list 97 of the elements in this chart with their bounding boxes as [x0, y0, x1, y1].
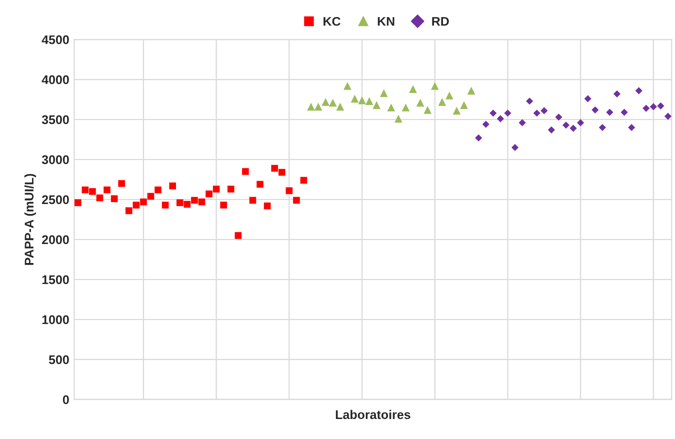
point: [271, 164, 278, 172]
point: [256, 180, 264, 188]
point: [176, 199, 184, 206]
point: [446, 92, 454, 100]
point: [424, 106, 432, 114]
point: [132, 202, 140, 209]
point: [74, 199, 82, 206]
x-axis-title: Laboratoires: [336, 410, 410, 420]
point: [562, 122, 570, 129]
point: [402, 104, 410, 112]
point: [82, 186, 89, 194]
point: [314, 102, 322, 111]
point: [664, 112, 672, 120]
point: [606, 108, 614, 116]
y-tick-label: 3500: [42, 115, 69, 124]
point: [416, 98, 424, 107]
point: [380, 89, 388, 98]
point: [118, 180, 126, 187]
point: [570, 124, 577, 132]
y-tick-label: 2500: [42, 195, 69, 204]
point: [540, 107, 548, 114]
point: [526, 98, 534, 105]
point: [328, 98, 337, 107]
point: [191, 196, 198, 204]
y-tick-label: 2000: [42, 235, 69, 244]
point: [227, 186, 234, 193]
y-tick-label: 4000: [42, 75, 69, 84]
point: [496, 115, 504, 122]
point: [293, 196, 300, 204]
point: [242, 168, 249, 175]
point: [620, 108, 628, 116]
point: [438, 98, 446, 106]
point: [198, 198, 206, 206]
legend-label: KN: [378, 17, 394, 26]
y-tick-label: 3000: [42, 155, 69, 164]
point: [657, 102, 664, 110]
point: [278, 168, 286, 176]
point: [452, 106, 461, 115]
point: [147, 192, 154, 200]
point: [577, 119, 584, 126]
point: [206, 190, 212, 198]
point: [628, 124, 636, 132]
point: [96, 194, 104, 202]
point: [598, 124, 606, 132]
legend-label: RD: [432, 17, 449, 26]
point: [511, 144, 519, 152]
point: [322, 98, 330, 106]
point: [475, 134, 482, 142]
y-tick-label: 1500: [42, 275, 69, 284]
point: [234, 232, 242, 239]
point: [409, 85, 417, 94]
point: [358, 96, 366, 104]
point: [249, 196, 256, 204]
point: [430, 82, 439, 90]
point: [518, 119, 526, 126]
y-tick-label: 500: [48, 355, 69, 364]
point: [584, 95, 592, 102]
point: [184, 200, 191, 208]
point: [110, 195, 118, 202]
point: [394, 114, 402, 123]
point: [555, 114, 562, 121]
point: [548, 126, 555, 134]
point: [89, 188, 96, 195]
point: [533, 110, 540, 117]
legend-label: KC: [324, 16, 340, 26]
point: [212, 186, 220, 193]
point: [467, 86, 476, 95]
point: [344, 82, 352, 90]
point: [642, 104, 650, 112]
point: [336, 102, 344, 111]
point: [460, 101, 468, 110]
y-tick-label: 0: [62, 395, 69, 404]
point: [300, 176, 308, 184]
point: [650, 103, 657, 110]
point: [286, 187, 293, 194]
point: [162, 202, 169, 209]
y-axis-title: PAPP-A (mUI/L): [24, 174, 36, 265]
point: [264, 202, 271, 210]
point: [504, 110, 512, 117]
point: [372, 101, 381, 110]
point: [365, 97, 374, 106]
point: [140, 198, 147, 206]
point: [125, 207, 132, 214]
point: [490, 110, 497, 117]
point: [154, 186, 162, 194]
point: [350, 94, 359, 103]
y-tick-label: 4500: [42, 35, 69, 44]
point: [220, 202, 227, 209]
point: [169, 182, 176, 190]
point: [387, 104, 396, 112]
point: [613, 90, 621, 98]
y-tick-label: 1000: [42, 315, 69, 324]
point: [104, 186, 110, 194]
point: [482, 120, 490, 128]
point: [307, 102, 315, 111]
point: [635, 87, 642, 94]
point: [592, 106, 599, 114]
